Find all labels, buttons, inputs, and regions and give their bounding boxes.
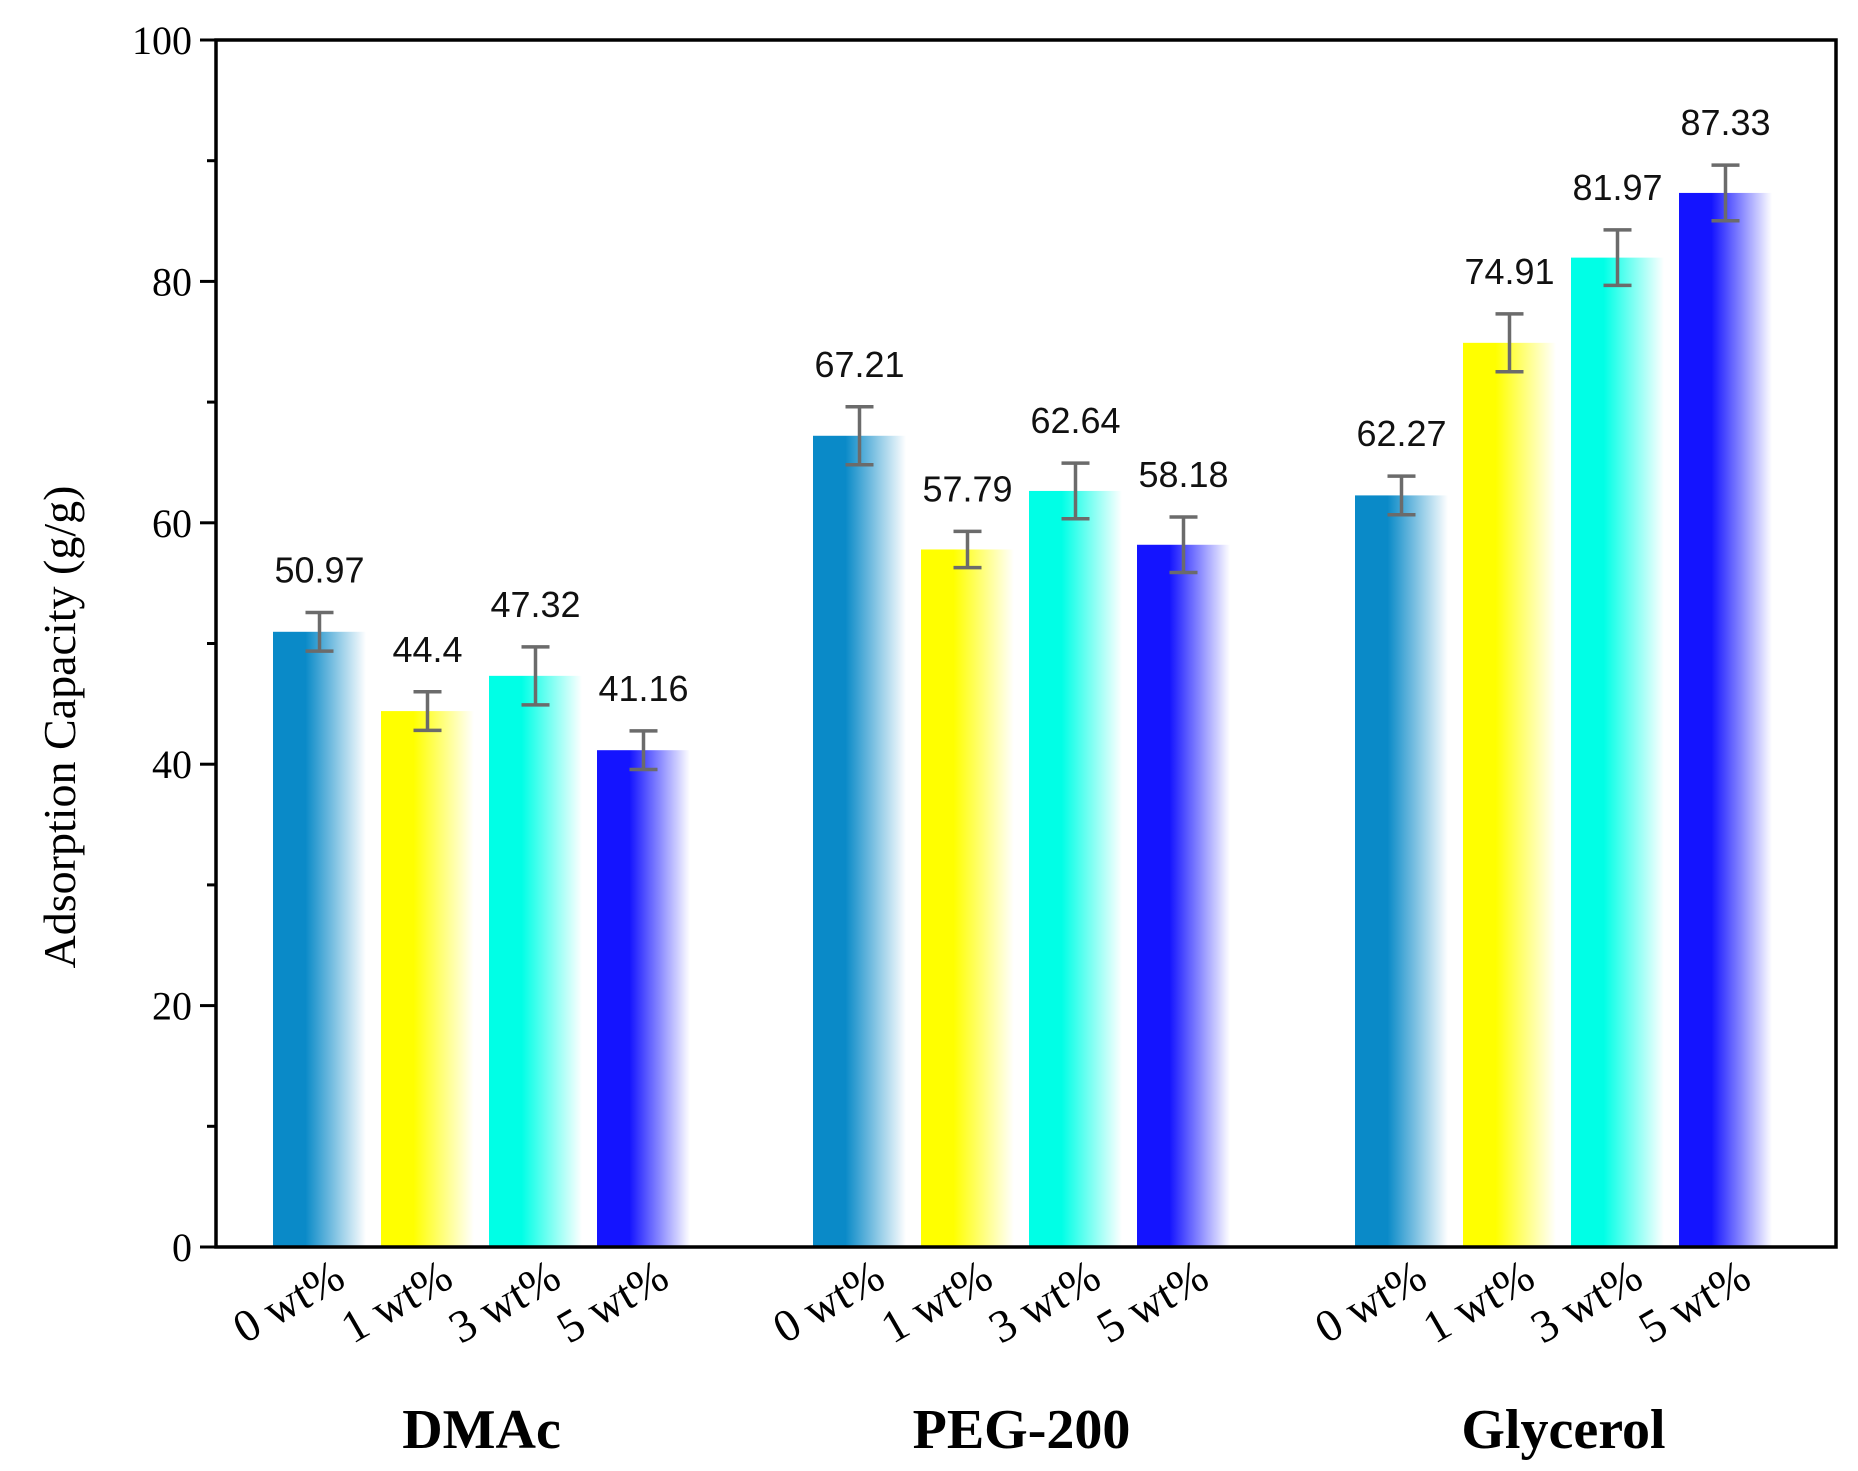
data-label: 58.18 bbox=[1138, 454, 1228, 495]
bar-peg-200-3 bbox=[1137, 544, 1230, 1247]
bar-peg-200-0 bbox=[813, 435, 906, 1248]
error-bar bbox=[413, 690, 442, 733]
category-tick-label: 1 wt% bbox=[872, 1249, 1000, 1353]
category-tick-label: 3 wt% bbox=[440, 1249, 568, 1353]
bar-dmac-0 bbox=[273, 631, 366, 1247]
error-bar bbox=[1495, 312, 1524, 374]
bar-dmac-2 bbox=[489, 675, 582, 1247]
error-bars-layer bbox=[305, 163, 1740, 772]
y-tick-label: 60 bbox=[152, 501, 192, 546]
category-tick-label: 1 wt% bbox=[332, 1249, 460, 1353]
bar-glycerol-1 bbox=[1463, 342, 1556, 1247]
value-labels-layer: 50.97 44.4 47.32 41.16 67.21 57.79 62.64 58.18 6… bbox=[274, 102, 1770, 709]
bar-glycerol-0 bbox=[1355, 495, 1448, 1247]
y-tick-label: 0 bbox=[172, 1225, 192, 1270]
error-bar bbox=[305, 610, 334, 653]
data-label: 50.97 bbox=[274, 549, 364, 590]
error-bar bbox=[1387, 474, 1416, 517]
error-bar bbox=[1169, 515, 1198, 575]
category-tick-label: 1 wt% bbox=[1414, 1249, 1542, 1353]
category-tick-label: 0 wt% bbox=[224, 1249, 352, 1353]
data-label: 41.16 bbox=[598, 668, 688, 709]
data-label: 87.33 bbox=[1680, 102, 1770, 143]
error-bar bbox=[1711, 163, 1740, 223]
data-label: 44.4 bbox=[392, 629, 462, 670]
data-label: 62.27 bbox=[1356, 413, 1446, 454]
bar-peg-200-2 bbox=[1029, 490, 1122, 1248]
y-axis-title: Adsorption Capacity (g/g) bbox=[34, 486, 85, 969]
bar-dmac-1 bbox=[381, 711, 474, 1247]
category-tick-label: 3 wt% bbox=[980, 1249, 1108, 1353]
error-bar bbox=[521, 645, 550, 707]
error-bar bbox=[953, 529, 982, 570]
category-tick-label: 5 wt% bbox=[1630, 1249, 1758, 1353]
bar-glycerol-3 bbox=[1679, 192, 1772, 1248]
category-labels: 0 wt%1 wt%3 wt%5 wt% 0 wt%1 wt%3 wt%5 wt%… bbox=[224, 1249, 1758, 1353]
y-tick-label: 20 bbox=[152, 984, 192, 1029]
group-labels: DMAc PEG-200 Glycerol bbox=[402, 1399, 1665, 1461]
group-label: PEG-200 bbox=[913, 1399, 1131, 1461]
category-tick-label: 3 wt% bbox=[1522, 1249, 1650, 1353]
bar-glycerol-2 bbox=[1571, 257, 1664, 1248]
data-label: 62.64 bbox=[1030, 400, 1120, 441]
error-bar bbox=[1603, 228, 1632, 288]
y-tick-label: 40 bbox=[152, 742, 192, 787]
data-label: 74.91 bbox=[1464, 251, 1554, 292]
bars-layer bbox=[273, 192, 1772, 1248]
error-bar bbox=[629, 729, 658, 772]
category-tick-label: 5 wt% bbox=[548, 1249, 676, 1353]
error-bar bbox=[845, 405, 874, 467]
data-label: 67.21 bbox=[814, 344, 904, 385]
category-tick-label: 5 wt% bbox=[1088, 1249, 1216, 1353]
group-label: Glycerol bbox=[1461, 1399, 1665, 1461]
category-tick-label: 0 wt% bbox=[1306, 1249, 1434, 1353]
category-tick-label: 0 wt% bbox=[764, 1249, 892, 1353]
y-ticks: 0 20 40 60 80 100 bbox=[132, 18, 216, 1270]
data-label: 47.32 bbox=[490, 584, 580, 625]
data-label: 81.97 bbox=[1572, 167, 1662, 208]
y-tick-label: 80 bbox=[152, 259, 192, 304]
bar-dmac-3 bbox=[597, 750, 690, 1247]
group-label: DMAc bbox=[402, 1399, 561, 1461]
data-label: 57.79 bbox=[922, 468, 1012, 509]
bar-peg-200-1 bbox=[921, 549, 1014, 1247]
y-tick-label: 100 bbox=[132, 18, 192, 63]
error-bar bbox=[1061, 461, 1090, 521]
